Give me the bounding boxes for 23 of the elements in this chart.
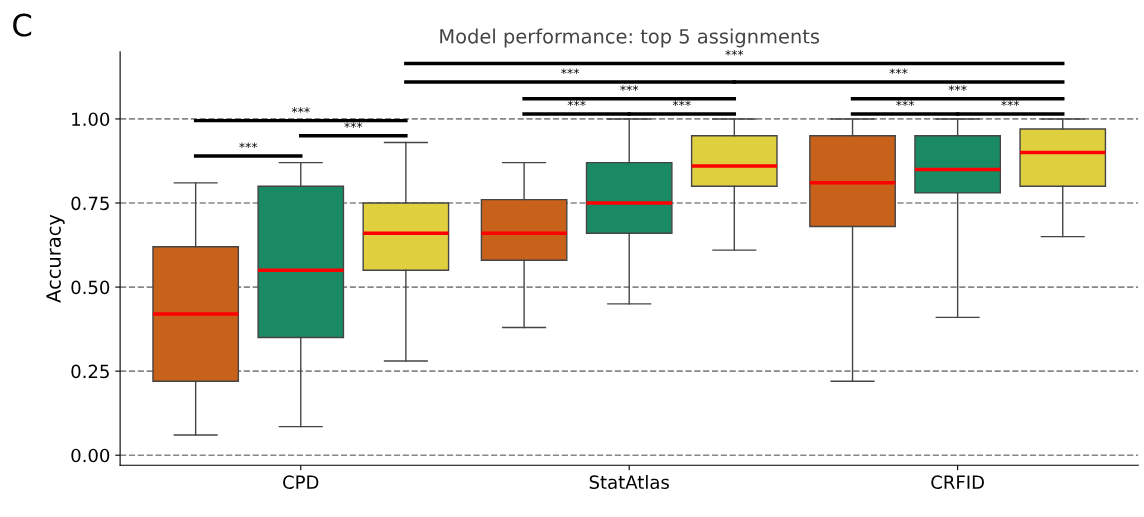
x-tick-label: CRFID (931, 475, 984, 489)
annotation: *** (239, 142, 258, 149)
y-tick-label: 0.75 (71, 196, 109, 211)
y-tick-label: 1.00 (72, 112, 110, 127)
annotation: *** (291, 107, 310, 113)
annotation: *** (567, 100, 586, 107)
x-tick-label: CPD (283, 475, 319, 489)
x-tick-label: StatAtlas (589, 475, 669, 489)
y-tick-label: 0.50 (71, 280, 110, 295)
annotation: *** (672, 100, 691, 107)
y-tick-label: 0.00 (71, 448, 110, 463)
annotation: *** (725, 49, 744, 56)
annotation: *** (620, 85, 639, 91)
text: C (13, 13, 32, 37)
chart-title: Model performance: top 5 assignments (440, 28, 820, 48)
annotation: *** (889, 68, 908, 75)
annotation: *** (561, 68, 580, 75)
annotation: *** (344, 122, 363, 128)
annotation: *** (896, 100, 915, 107)
annotation: *** (948, 85, 967, 91)
annotation: *** (1001, 100, 1020, 107)
y-axis-title: Accuracy (46, 214, 65, 303)
y-tick-label: 0.25 (71, 364, 109, 379)
